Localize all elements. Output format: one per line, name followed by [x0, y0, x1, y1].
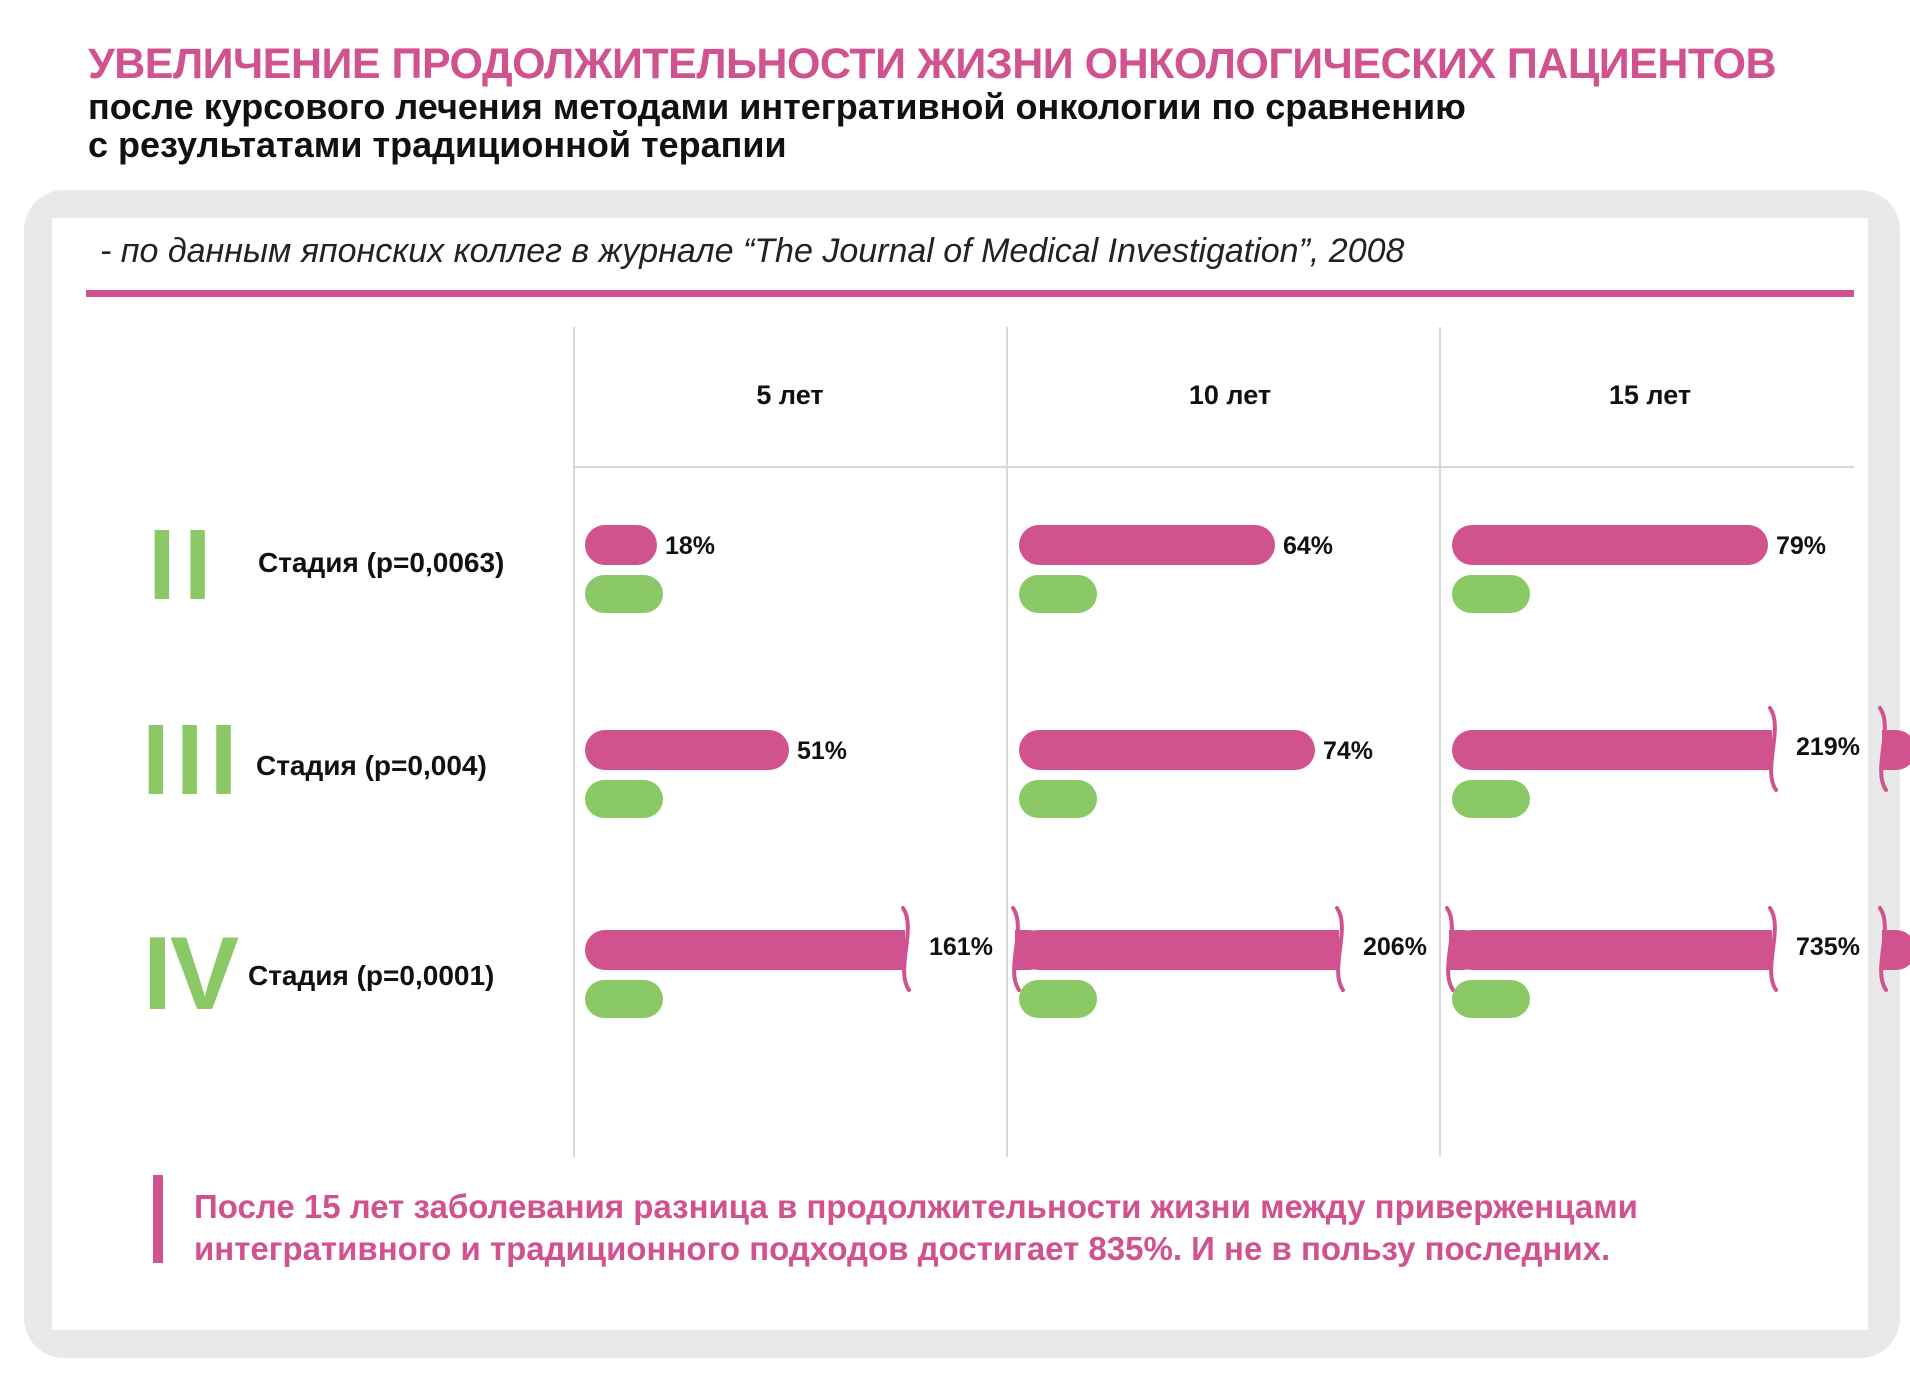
- integrative-bar: [585, 930, 905, 970]
- column-header-15: 15 лет: [1608, 380, 1692, 410]
- integrative-bar-tail: [1882, 930, 1910, 970]
- grid-line-v: [573, 327, 575, 1157]
- note-line-2: интегративного и традиционного подходов …: [194, 1230, 1611, 1267]
- grid-line-h: [573, 466, 1854, 468]
- axis-break-mark: [1011, 906, 1021, 992]
- card-body: [52, 218, 1868, 1330]
- integrative-bar: [1019, 525, 1275, 565]
- traditional-bar: [1019, 780, 1097, 818]
- grid-line-v: [1439, 327, 1441, 1157]
- column-header-10: 10 лет: [1188, 380, 1272, 410]
- traditional-bar: [1452, 575, 1530, 613]
- source-citation: - по данным японских коллег в журнале “T…: [100, 232, 1405, 270]
- integrative-bar: [585, 730, 789, 770]
- axis-break-mark: [1768, 906, 1778, 992]
- axis-break-mark: [901, 906, 911, 992]
- axis-break-mark: [1335, 906, 1345, 992]
- value-label: 79%: [1776, 532, 1826, 560]
- accent-divider: [86, 290, 1854, 297]
- integrative-bar: [1452, 525, 1768, 565]
- axis-break-mark: [1768, 706, 1778, 792]
- axis-break-mark: [1878, 906, 1888, 992]
- stage-label-iii: Стадия (p=0,004): [256, 750, 487, 781]
- integrative-bar-tail: [1882, 730, 1910, 770]
- traditional-bar: [585, 575, 663, 613]
- value-label: 51%: [797, 737, 847, 765]
- traditional-bar: [1452, 980, 1530, 1018]
- stage-label-iv: Стадия (p=0,0001): [248, 960, 495, 991]
- axis-break-mark: [1445, 906, 1455, 992]
- value-label: 735%: [1796, 933, 1860, 961]
- value-label: 74%: [1323, 737, 1373, 765]
- integrative-bar: [1452, 730, 1772, 770]
- column-header-5: 5 лет: [756, 380, 824, 410]
- stage-roman-ii: II: [148, 509, 220, 621]
- integrative-bar: [1019, 930, 1339, 970]
- stage-roman-iii: III: [142, 704, 244, 816]
- grid-line-v: [1006, 327, 1008, 1157]
- chart-subtitle: после курсового лечения методами интегра…: [88, 88, 1466, 164]
- value-label: 18%: [665, 532, 715, 560]
- traditional-bar: [585, 780, 663, 818]
- note-line-1: После 15 лет заболевания разница в продо…: [194, 1188, 1638, 1225]
- traditional-bar: [1452, 780, 1530, 818]
- note-accent-bar: [153, 1175, 163, 1263]
- value-label: 219%: [1796, 733, 1860, 761]
- integrative-bar: [1019, 730, 1315, 770]
- subtitle-line-2: с результатами традиционной терапии: [88, 124, 787, 165]
- axis-break-mark: [1878, 706, 1888, 792]
- integrative-bar: [1452, 930, 1772, 970]
- integrative-bar: [585, 525, 657, 565]
- traditional-bar: [1019, 980, 1097, 1018]
- chart-title: УВЕЛИЧЕНИЕ ПРОДОЛЖИТЕЛЬНОСТИ ЖИЗНИ ОНКОЛ…: [88, 40, 1777, 88]
- conclusion-note: После 15 лет заболевания разница в продо…: [194, 1186, 1638, 1270]
- subtitle-line-1: после курсового лечения методами интегра…: [88, 86, 1466, 127]
- stage-roman-iv: IV: [143, 916, 239, 1032]
- value-label: 206%: [1363, 933, 1427, 961]
- traditional-bar: [585, 980, 663, 1018]
- traditional-bar: [1019, 575, 1097, 613]
- stage-label-ii: Стадия (p=0,0063): [258, 547, 505, 578]
- value-label: 64%: [1283, 532, 1333, 560]
- value-label: 161%: [929, 933, 993, 961]
